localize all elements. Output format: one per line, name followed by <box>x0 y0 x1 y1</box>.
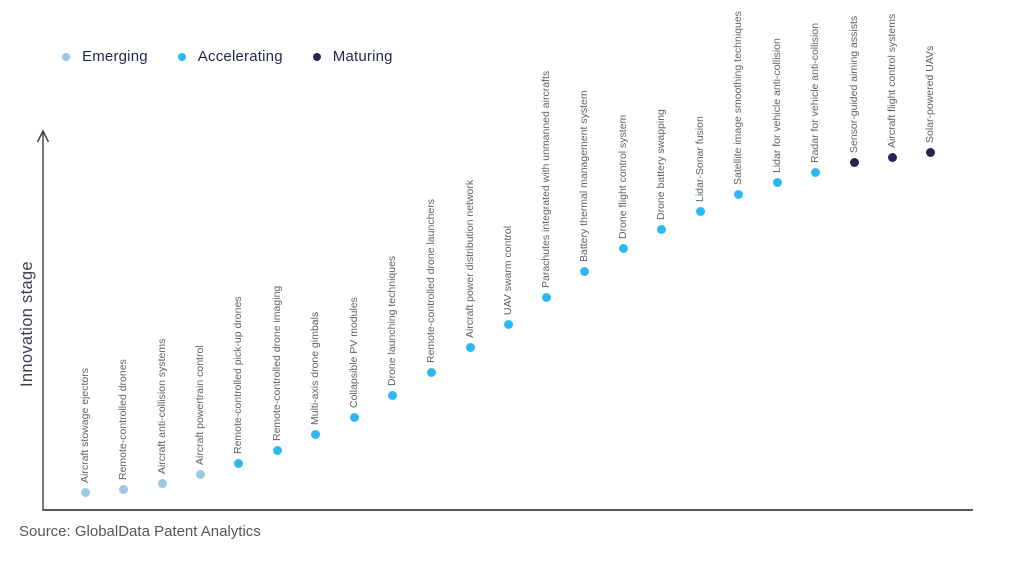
data-point-label: Drone launching techniques <box>386 255 398 386</box>
data-point <box>387 390 397 400</box>
data-point-label: Lidar-Sonar fusion <box>694 116 706 202</box>
data-point <box>118 484 128 494</box>
data-point-label: Remote-controlled pick-up drones <box>232 296 244 454</box>
y-axis-arrow-icon <box>36 129 50 143</box>
data-point-label: Aircraft anti-collision systems <box>156 338 168 474</box>
maturing-dot-icon <box>312 52 321 61</box>
data-point <box>157 478 167 488</box>
data-point-label: Remote-controlled drone imaging <box>271 285 283 441</box>
data-point <box>503 319 513 329</box>
data-point-label: Lidar for vehicle anti-collision <box>771 38 783 173</box>
data-point-label: Multi-axis drone gimbals <box>309 311 321 425</box>
data-point-label: Drone flight control system <box>617 114 629 239</box>
data-point-label: Sensor-guided aiming assists <box>848 15 860 153</box>
legend-label: Maturing <box>332 48 393 65</box>
data-point-label: Aircraft flight control systems <box>886 13 898 148</box>
data-point <box>810 167 820 177</box>
legend-item-maturing: Maturing <box>312 48 393 65</box>
data-point <box>925 147 935 157</box>
data-point <box>849 157 859 167</box>
data-point <box>233 458 243 468</box>
data-point-label: UAV swarm control <box>502 225 514 315</box>
data-point-label: Remote-controlled drones <box>117 359 129 480</box>
data-point <box>80 487 90 497</box>
data-point <box>272 445 282 455</box>
data-point <box>887 152 897 162</box>
data-point <box>349 412 359 422</box>
data-point <box>656 224 666 234</box>
data-point-label: Parachutes integrated with unmanned airc… <box>540 70 552 288</box>
data-point <box>579 266 589 276</box>
legend-label: Accelerating <box>197 48 283 65</box>
data-point <box>195 469 205 479</box>
data-point <box>541 292 551 302</box>
data-point-label: Drone battery swapping <box>655 109 667 220</box>
source-note: Source: GlobalData Patent Analytics <box>19 523 261 540</box>
data-point-label: Solar-powered UAVs <box>924 45 936 143</box>
data-point <box>733 189 743 199</box>
data-point <box>695 206 705 216</box>
data-point-label: Remote-controlled drone launchers <box>425 198 437 363</box>
data-point <box>426 367 436 377</box>
accelerating-dot-icon <box>177 52 186 61</box>
data-point-label: Aircraft powertrain control <box>194 345 206 465</box>
data-point <box>465 342 475 352</box>
legend-item-emerging: Emerging <box>62 48 148 65</box>
data-point <box>618 243 628 253</box>
chart-legend: Emerging Accelerating Maturing <box>62 48 393 65</box>
emerging-dot-icon <box>62 52 70 61</box>
data-point-label: Battery thermal management system <box>578 90 590 262</box>
legend-label: Emerging <box>82 48 148 65</box>
data-point-label: Radar for vehicle anti-collision <box>809 22 821 163</box>
data-point-label: Aircraft stowage ejectors <box>79 368 91 483</box>
data-point <box>310 429 320 439</box>
legend-item-accelerating: Accelerating <box>177 48 283 65</box>
data-point-label: Satellite image smoothing techniques <box>732 11 744 185</box>
data-point <box>772 177 782 187</box>
data-point-label: Collapsible PV modules <box>348 297 360 408</box>
data-point-label: Aircraft power distribution network <box>464 179 476 338</box>
